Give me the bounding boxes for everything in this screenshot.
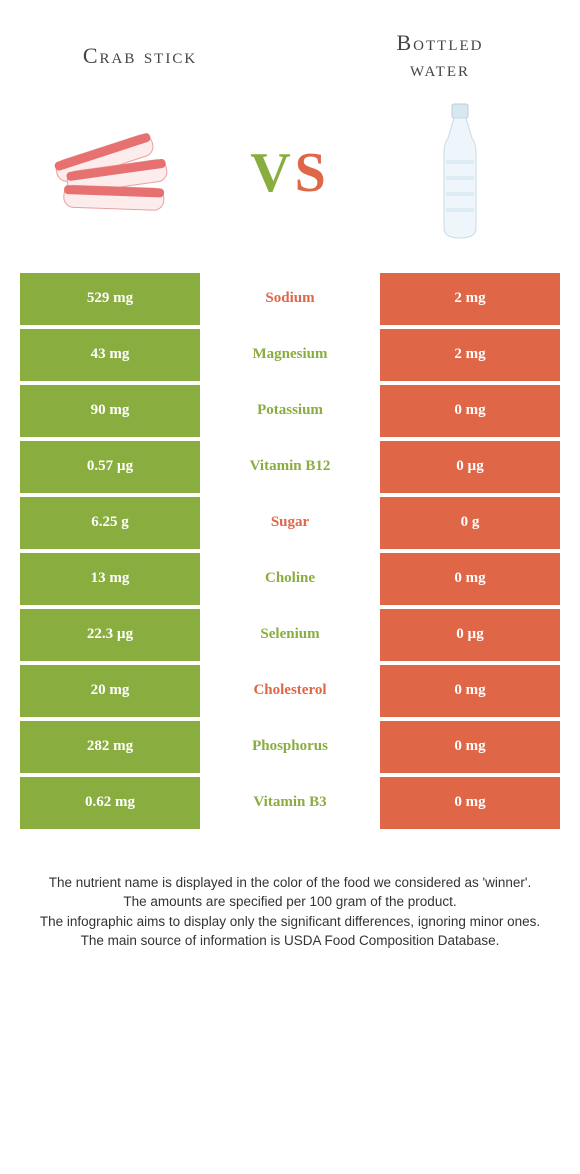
table-row: 0.57 µgVitamin B120 µg	[20, 441, 560, 493]
table-row: 20 mgCholesterol0 mg	[20, 665, 560, 717]
left-value: 90 mg	[20, 385, 200, 437]
left-value: 0.62 mg	[20, 777, 200, 829]
table-row: 90 mgPotassium0 mg	[20, 385, 560, 437]
right-value: 0 mg	[380, 777, 560, 829]
right-value: 0 mg	[380, 665, 560, 717]
nutrient-label: Vitamin B3	[200, 777, 380, 829]
hero-row: VS	[0, 93, 580, 273]
table-row: 22.3 µgSelenium0 µg	[20, 609, 560, 661]
right-value: 0 µg	[380, 609, 560, 661]
nutrient-table: 529 mgSodium2 mg43 mgMagnesium2 mg90 mgP…	[20, 273, 560, 829]
table-row: 282 mgPhosphorus0 mg	[20, 721, 560, 773]
right-value: 0 mg	[380, 553, 560, 605]
right-value: 0 µg	[380, 441, 560, 493]
nutrient-label: Magnesium	[200, 329, 380, 381]
nutrient-label: Selenium	[200, 609, 380, 661]
right-food-title-line2: water	[410, 56, 470, 81]
vs-label: VS	[250, 141, 330, 205]
right-value: 2 mg	[380, 329, 560, 381]
vs-s: S	[295, 142, 330, 204]
right-value: 0 mg	[380, 385, 560, 437]
nutrient-label: Phosphorus	[200, 721, 380, 773]
footer-line-2: The amounts are specified per 100 gram o…	[30, 892, 550, 912]
footer-line-4: The main source of information is USDA F…	[30, 931, 550, 951]
left-value: 13 mg	[20, 553, 200, 605]
footer-line-3: The infographic aims to display only the…	[30, 912, 550, 932]
left-value: 6.25 g	[20, 497, 200, 549]
nutrient-label: Potassium	[200, 385, 380, 437]
table-row: 13 mgCholine0 mg	[20, 553, 560, 605]
left-value: 43 mg	[20, 329, 200, 381]
left-value: 0.57 µg	[20, 441, 200, 493]
right-food-title-line1: Bottled	[397, 30, 484, 55]
right-food-title: Bottled water	[340, 30, 540, 83]
right-value: 0 mg	[380, 721, 560, 773]
right-value: 2 mg	[380, 273, 560, 325]
left-value: 282 mg	[20, 721, 200, 773]
table-row: 43 mgMagnesium2 mg	[20, 329, 560, 381]
header: Crab stick Bottled water	[0, 0, 580, 93]
table-row: 6.25 gSugar0 g	[20, 497, 560, 549]
nutrient-label: Cholesterol	[200, 665, 380, 717]
nutrient-label: Sugar	[200, 497, 380, 549]
table-row: 529 mgSodium2 mg	[20, 273, 560, 325]
vs-v: V	[250, 142, 294, 204]
left-value: 22.3 µg	[20, 609, 200, 661]
nutrient-label: Vitamin B12	[200, 441, 380, 493]
left-value: 20 mg	[20, 665, 200, 717]
bottled-water-image	[380, 103, 540, 243]
right-value: 0 g	[380, 497, 560, 549]
crab-stick-image	[40, 103, 200, 243]
table-row: 0.62 mgVitamin B30 mg	[20, 777, 560, 829]
footer-notes: The nutrient name is displayed in the co…	[0, 833, 580, 951]
left-value: 529 mg	[20, 273, 200, 325]
nutrient-label: Choline	[200, 553, 380, 605]
left-food-title: Crab stick	[40, 43, 240, 69]
nutrient-label: Sodium	[200, 273, 380, 325]
footer-line-1: The nutrient name is displayed in the co…	[30, 873, 550, 893]
